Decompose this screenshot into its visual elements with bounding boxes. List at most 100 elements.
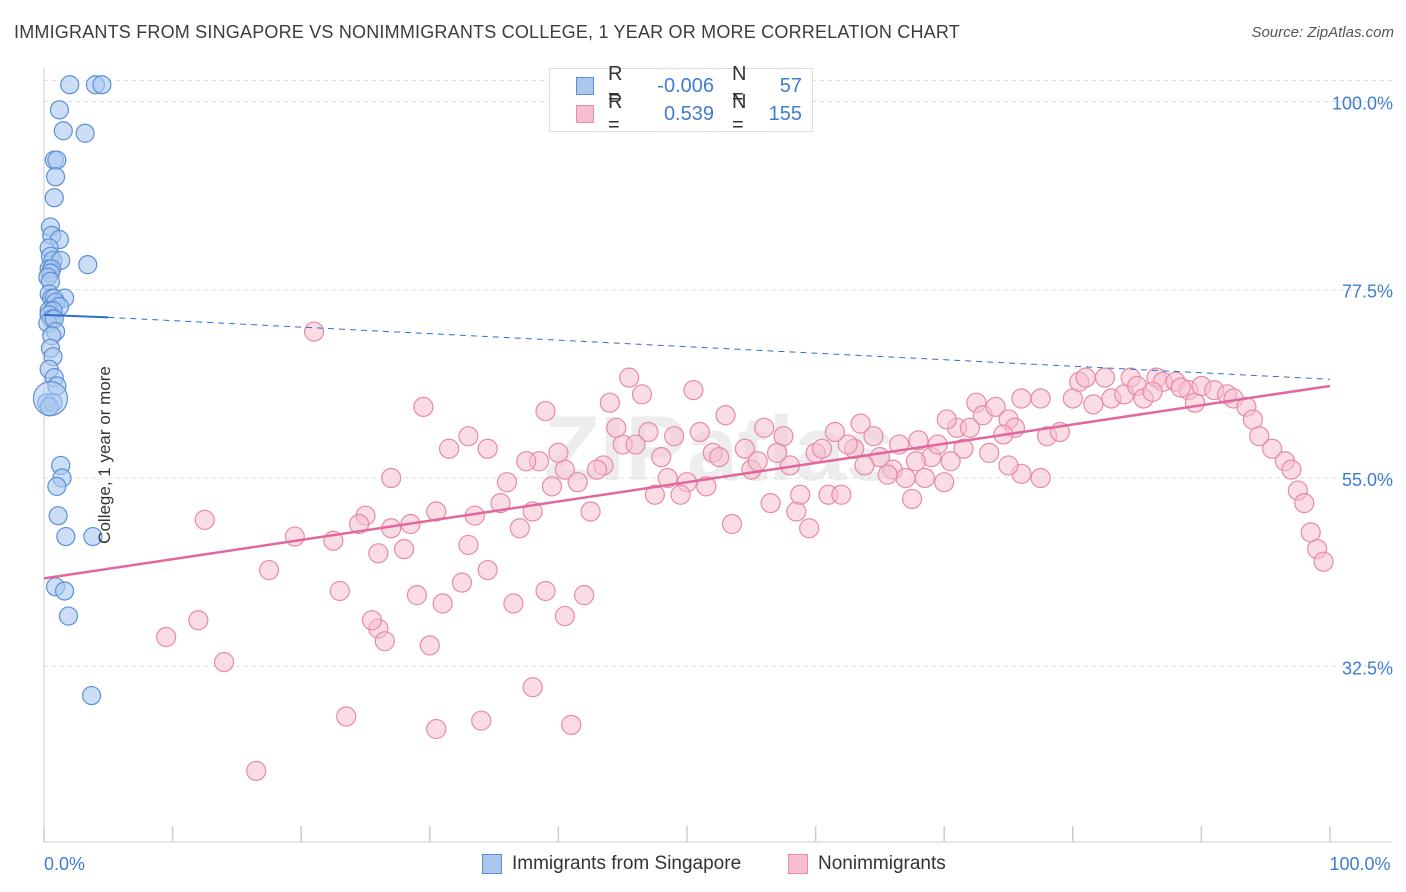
nonimmigrant-point <box>936 409 957 430</box>
nonimmigrant-point <box>979 442 1000 464</box>
nonimmigrant-point <box>985 396 1006 417</box>
nonimmigrant-point <box>284 526 305 547</box>
nonimmigrant-point <box>1011 388 1032 409</box>
nonimmigrant-point <box>548 442 569 464</box>
x-tick-label: 100.0% <box>1329 854 1390 874</box>
nonimmigrant-point <box>490 493 511 514</box>
nonimmigrant-point <box>419 635 440 656</box>
nonimmigrant-point <box>188 610 209 631</box>
nonimmigrants-points <box>156 321 1334 781</box>
nonimmigrant-point <box>348 513 370 535</box>
singapore-point <box>56 526 76 547</box>
nonimmigrant-point <box>1170 377 1191 398</box>
nonimmigrant-point <box>934 472 955 493</box>
singapore-point <box>48 506 68 526</box>
nonimmigrant-point <box>586 459 608 480</box>
singapore-point <box>53 121 73 141</box>
y-tick-label: 32.5% <box>1342 658 1393 678</box>
nonimmigrant-point <box>715 405 736 426</box>
nonimmigrant-point <box>850 413 871 434</box>
singapore-point <box>47 476 67 496</box>
nonimmigrant-point <box>471 710 492 731</box>
nonimmigrant-point <box>258 559 280 581</box>
singapore-trend-line <box>43 313 109 319</box>
singapore-trend-extension <box>108 316 1331 380</box>
nonimmigrant-point <box>760 493 781 514</box>
nonimmigrant-point <box>606 417 627 438</box>
y-tick-label: 77.5% <box>1342 282 1393 302</box>
y-axis-label: College, 1 year or more <box>94 366 114 544</box>
nonimmigrant-point <box>451 572 473 593</box>
nonimmigrant-point <box>541 476 563 497</box>
singapore-point <box>83 526 103 547</box>
n-label: N = <box>732 63 747 108</box>
nonimmigrant-point <box>599 392 620 413</box>
nonimmigrant-point <box>863 426 884 447</box>
n-value: 57 <box>779 74 802 97</box>
r-value: 0.539 <box>663 102 714 125</box>
nonimmigrant-point <box>329 580 350 602</box>
singapore-point <box>44 188 64 208</box>
nonimmigrant-point <box>477 438 498 459</box>
nonimmigrant-point <box>631 384 653 405</box>
nonimmigrant-point <box>381 467 402 489</box>
nonimmigrant-point <box>393 539 415 560</box>
legend-item-singapore[interactable]: Immigrants from Singapore <box>482 851 741 877</box>
pink-swatch-icon <box>788 854 808 874</box>
nonimmigrant-point <box>754 417 775 438</box>
nonimmigrant-point <box>895 467 916 489</box>
nonimmigrant-point <box>901 488 923 510</box>
nonimmigrant-point <box>644 484 665 505</box>
nonimmigrant-point <box>1313 551 1334 572</box>
nonimmigrant-point <box>156 626 177 648</box>
nonimmigrant-point <box>503 593 524 614</box>
nonimmigrant-point <box>361 610 383 631</box>
nonimmigrant-point <box>625 434 646 455</box>
legend-label: Nonimmigrants <box>818 853 946 874</box>
nonimmigrant-point <box>824 421 845 443</box>
n-label: N = <box>732 91 747 136</box>
nonimmigrant-point <box>747 451 768 472</box>
nonimmigrant-point <box>1030 467 1051 489</box>
nonimmigrant-point <box>831 484 852 505</box>
nonimmigrant-point <box>535 400 556 422</box>
legend-label: Immigrants from Singapore <box>512 853 742 874</box>
r-label: R = <box>608 91 623 136</box>
r-value: -0.006 <box>657 74 714 97</box>
singapore-points <box>32 75 112 706</box>
n-value: 155 <box>768 102 802 125</box>
nonimmigrant-point <box>496 472 518 493</box>
nonimmigrant-point <box>657 467 678 489</box>
nonimmigrant-point <box>567 472 588 493</box>
nonimmigrant-point <box>213 651 235 673</box>
nonimmigrant-point <box>336 706 357 727</box>
nonimmigrant-point <box>1075 367 1096 388</box>
nonimmigrant-point <box>477 559 498 581</box>
chart-title: IMMIGRANTS FROM SINGAPORE VS NONIMMIGRAN… <box>14 22 960 42</box>
nonimmigrant-point <box>432 593 453 614</box>
nonimmigrant-point <box>438 438 460 459</box>
nonimmigrant-point <box>1142 381 1163 402</box>
singapore-point <box>60 75 80 95</box>
nonimmigrant-point <box>246 760 267 781</box>
x-tick-label: 0.0% <box>44 854 85 874</box>
nonimmigrant-point <box>1294 493 1315 514</box>
nonimmigrant-point <box>458 426 479 447</box>
gridlines <box>44 80 1392 667</box>
nonimmigrant-point <box>1281 459 1302 480</box>
nonimmigrant-trend-line <box>43 384 1331 580</box>
singapore-point <box>47 150 67 170</box>
nonimmigrant-point <box>651 446 672 468</box>
legend-item-nonimmigrants[interactable]: Nonimmigrants <box>788 851 946 877</box>
nonimmigrant-point <box>811 438 833 459</box>
axes <box>43 68 1392 843</box>
nonimmigrant-point <box>1030 388 1051 409</box>
nonimmigrant-point <box>516 451 537 472</box>
r-label: R = <box>608 63 623 108</box>
tick-labels: 100.0% 77.5% 55.0% 32.5% 0.0% 100.0% <box>44 93 1393 874</box>
nonimmigrant-point <box>689 421 710 443</box>
singapore-point <box>54 581 75 601</box>
nonimmigrant-point <box>734 438 755 459</box>
nonimmigrant-point <box>953 438 974 459</box>
